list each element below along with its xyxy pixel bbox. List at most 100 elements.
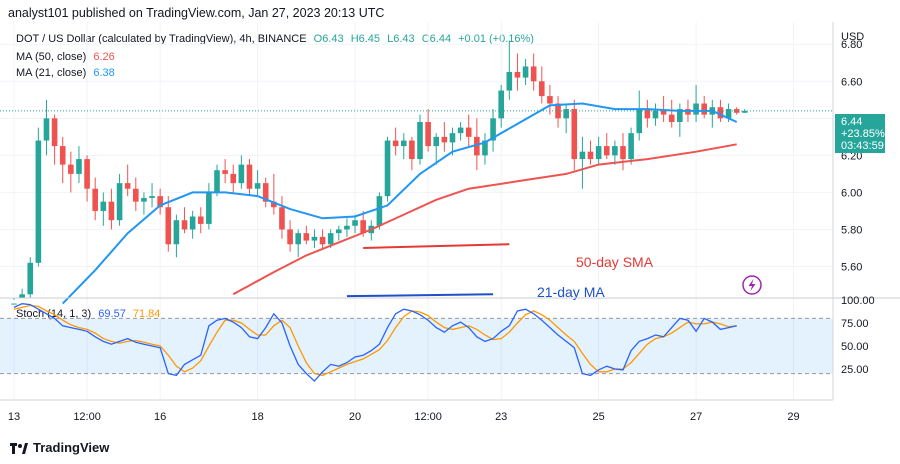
time-tick-label: 20 (349, 411, 361, 423)
candle-body[interactable] (628, 133, 634, 159)
candle-body[interactable] (433, 137, 439, 146)
candle-body[interactable] (11, 304, 17, 305)
candle-body[interactable] (604, 146, 610, 155)
candle-body[interactable] (425, 122, 431, 146)
candle-body[interactable] (36, 141, 42, 263)
candle-body[interactable] (442, 137, 448, 143)
time-tick-label: 29 (787, 411, 799, 423)
stoch-tick-label: 100.00 (841, 295, 875, 307)
ma21-line (63, 104, 737, 304)
price-tick-label: 5.80 (841, 224, 862, 236)
candle-body[interactable] (68, 165, 74, 174)
time-tick-label: 23 (495, 411, 507, 423)
candle-body[interactable] (60, 146, 66, 165)
candle-body[interactable] (247, 165, 253, 189)
candle-body[interactable] (182, 220, 188, 229)
candle-body[interactable] (44, 118, 50, 140)
candle-body[interactable] (279, 207, 285, 229)
candle-body[interactable] (531, 66, 537, 81)
candle-body[interactable] (588, 152, 594, 159)
candle-body[interactable] (620, 146, 626, 159)
candle-body[interactable] (101, 202, 107, 211)
time-tick-label: 12:00 (73, 411, 101, 423)
candle-body[interactable] (701, 104, 707, 115)
price-tick-label: 6.60 (841, 76, 862, 88)
price-label-change: +23.85% (841, 128, 885, 140)
candle-body[interactable] (539, 81, 545, 96)
candle-body[interactable] (450, 133, 456, 142)
chart-area[interactable]: 50-day SMA 21-day MA USD 5.605.806.006.2… (0, 0, 900, 464)
candle-body[interactable] (523, 66, 529, 77)
lightning-bolt-icon[interactable] (743, 276, 761, 294)
candle-body[interactable] (596, 146, 602, 159)
candle-body[interactable] (255, 183, 261, 189)
candle-body[interactable] (230, 174, 236, 183)
candle-body[interactable] (141, 198, 147, 202)
drawn-trendline-red[interactable] (363, 244, 509, 248)
ma50-line (233, 144, 737, 294)
candle-body[interactable] (239, 165, 245, 184)
candle-body[interactable] (507, 72, 513, 91)
candle-body[interactable] (580, 152, 586, 159)
candle-body[interactable] (393, 141, 399, 147)
price-tick-label: 5.60 (841, 262, 862, 274)
candle-body[interactable] (206, 192, 212, 223)
candle-body[interactable] (669, 115, 675, 122)
annotation-50-day-sma: 50-day SMA (576, 254, 654, 270)
tradingview-brand: TradingView (33, 440, 109, 455)
candle-body[interactable] (312, 237, 318, 241)
candle-body[interactable] (149, 196, 155, 198)
time-tick-label: 18 (251, 411, 263, 423)
candle-body[interactable] (377, 196, 383, 226)
candle-body[interactable] (287, 229, 293, 244)
candle-body[interactable] (198, 216, 204, 223)
tradingview-logo-icon (10, 442, 28, 453)
candle-body[interactable] (636, 109, 642, 133)
candle-body[interactable] (174, 220, 180, 244)
time-tick-label: 16 (154, 411, 166, 423)
candle-body[interactable] (109, 202, 115, 221)
candle-body[interactable] (336, 229, 342, 233)
price-tick-label: 6.80 (841, 39, 862, 51)
candle-body[interactable] (76, 159, 82, 174)
candle-body[interactable] (190, 216, 196, 229)
candle-body[interactable] (417, 122, 423, 159)
candle-body[interactable] (295, 233, 301, 244)
candle-body[interactable] (19, 294, 25, 298)
candle-body[interactable] (328, 233, 334, 244)
candle-body[interactable] (320, 237, 326, 244)
candle-body[interactable] (352, 220, 358, 226)
price-tick-label: 6.00 (841, 187, 862, 199)
candle-body[interactable] (165, 207, 171, 244)
candle-body[interactable] (401, 141, 407, 147)
candle-body[interactable] (466, 128, 472, 137)
candle-body[interactable] (214, 170, 220, 192)
candle-body[interactable] (84, 159, 90, 189)
candle-body[interactable] (52, 118, 58, 146)
candle-body[interactable] (125, 183, 131, 189)
candle-body[interactable] (661, 111, 667, 115)
candle-body[interactable] (409, 141, 415, 160)
candle-body[interactable] (117, 183, 123, 220)
candle-body[interactable] (571, 109, 577, 159)
candle-body[interactable] (612, 146, 618, 155)
candle-body[interactable] (693, 104, 699, 115)
candle-body[interactable] (515, 72, 521, 78)
candle-body[interactable] (344, 226, 350, 230)
candle-body[interactable] (222, 170, 228, 174)
stoch-band (0, 318, 833, 373)
tradingview-logo[interactable]: TradingView (10, 440, 109, 455)
time-tick-label: 13 (8, 411, 20, 423)
candle-body[interactable] (304, 233, 310, 240)
time-tick-label: 12:00 (414, 411, 442, 423)
candle-body[interactable] (547, 96, 553, 103)
candle-body[interactable] (385, 141, 391, 197)
drawn-trendline-blue[interactable] (347, 294, 493, 296)
candle-body[interactable] (653, 111, 659, 118)
candle-body[interactable] (92, 189, 98, 211)
candle-body[interactable] (27, 263, 33, 294)
candle-body[interactable] (133, 189, 139, 202)
candle-body[interactable] (498, 91, 504, 119)
candle-body[interactable] (458, 128, 464, 134)
time-tick-label: 27 (690, 411, 702, 423)
